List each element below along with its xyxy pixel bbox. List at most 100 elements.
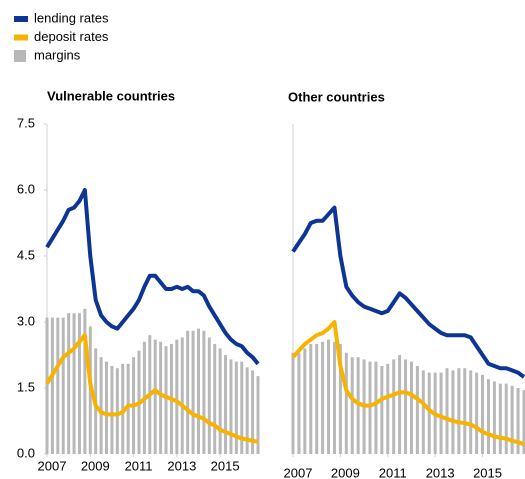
margin-bar bbox=[251, 370, 255, 454]
margin-bar bbox=[356, 357, 360, 454]
y-tick-label: 6.0 bbox=[17, 181, 35, 196]
margin-bar bbox=[398, 355, 402, 454]
margin-bar bbox=[321, 341, 325, 454]
margin-bar bbox=[309, 344, 313, 454]
margin-bar bbox=[415, 366, 419, 454]
y-tick-label: 3.0 bbox=[17, 313, 35, 328]
margin-bar bbox=[186, 330, 190, 454]
margin-bar bbox=[121, 363, 125, 454]
margin-bar bbox=[404, 359, 408, 454]
margin-bar bbox=[99, 357, 103, 454]
x-tick-label: 2011 bbox=[125, 458, 153, 473]
rate-line bbox=[291, 205, 525, 379]
margin-bar bbox=[350, 357, 354, 454]
chart-title: Vulnerable countries bbox=[47, 88, 175, 103]
margin-bar bbox=[486, 379, 490, 454]
margin-bar bbox=[291, 352, 295, 454]
margin-bar bbox=[332, 341, 336, 454]
margin-bar bbox=[463, 368, 467, 454]
margin-bar bbox=[213, 344, 217, 454]
margin-bar bbox=[164, 346, 168, 454]
margin-bar bbox=[83, 308, 87, 454]
y-tick-label: 0.0 bbox=[17, 445, 35, 460]
legend-label: lending rates bbox=[34, 10, 109, 25]
margin-bar bbox=[196, 328, 200, 454]
margin-bar bbox=[180, 337, 184, 454]
margin-bar bbox=[159, 341, 163, 454]
margin-bar bbox=[50, 317, 54, 454]
margin-bar bbox=[451, 370, 455, 454]
margin-bar bbox=[218, 348, 222, 454]
margin-bar bbox=[368, 361, 372, 454]
margin-bar bbox=[344, 352, 348, 454]
y-tick-label: 7.5 bbox=[17, 115, 35, 130]
margin-bar bbox=[105, 361, 109, 454]
x-tick-label: 2007 bbox=[38, 458, 67, 473]
margin-bar bbox=[475, 372, 479, 454]
margin-bar bbox=[327, 339, 331, 454]
legend-label: margins bbox=[34, 47, 81, 62]
margin-bar bbox=[61, 317, 65, 454]
margin-bar bbox=[234, 361, 238, 454]
x-tick-label: 2013 bbox=[426, 465, 455, 479]
margin-bar bbox=[469, 370, 473, 454]
x-tick-label: 2009 bbox=[81, 458, 110, 473]
margin-bar bbox=[421, 370, 425, 454]
margin-bar bbox=[229, 359, 233, 454]
margin-bar bbox=[498, 383, 502, 454]
margin-bar bbox=[207, 337, 211, 454]
x-tick-label: 2007 bbox=[284, 465, 313, 479]
margin-bar bbox=[224, 355, 228, 454]
margin-bar bbox=[77, 313, 81, 454]
margin-bar bbox=[202, 330, 206, 454]
margin-bar bbox=[504, 383, 508, 454]
margin-bar bbox=[386, 363, 390, 454]
margin-bar bbox=[240, 361, 244, 454]
margin-bar bbox=[409, 361, 413, 454]
margin-bar bbox=[256, 376, 260, 454]
legend-label: deposit rates bbox=[34, 29, 109, 44]
margin-bar bbox=[126, 363, 130, 454]
x-tick-label: 2013 bbox=[167, 458, 196, 473]
margin-bar bbox=[374, 361, 378, 454]
margin-bar bbox=[510, 385, 514, 454]
margin-bar bbox=[175, 339, 179, 454]
legend-swatch bbox=[14, 34, 28, 41]
legend-swatch bbox=[14, 16, 28, 22]
margin-bar bbox=[67, 313, 71, 454]
margin-bar bbox=[303, 348, 307, 454]
x-tick-label: 2011 bbox=[379, 465, 407, 479]
margin-bar bbox=[338, 344, 342, 454]
y-tick-label: 1.5 bbox=[17, 379, 35, 394]
legend-swatch bbox=[14, 50, 26, 62]
margin-bar bbox=[153, 339, 157, 454]
margin-bar bbox=[191, 330, 195, 454]
margin-bar bbox=[45, 317, 49, 454]
margin-bar bbox=[522, 390, 525, 454]
margin-bar bbox=[110, 366, 114, 454]
rate-line bbox=[45, 333, 259, 444]
margin-bar bbox=[72, 313, 76, 454]
margin-bar bbox=[380, 366, 384, 454]
chart-title: Other countries bbox=[288, 89, 385, 104]
rate-line bbox=[45, 188, 260, 366]
margin-bar bbox=[297, 352, 301, 454]
margin-bar bbox=[245, 367, 249, 454]
margin-bar bbox=[481, 374, 485, 454]
x-tick-label: 2009 bbox=[331, 465, 360, 479]
x-tick-label: 2015 bbox=[211, 458, 240, 473]
margin-bar bbox=[392, 359, 396, 454]
margin-bar bbox=[427, 372, 431, 454]
margin-bar bbox=[516, 388, 520, 454]
margin-bar bbox=[492, 381, 496, 454]
rate-line bbox=[291, 320, 525, 447]
margin-bar bbox=[439, 372, 443, 454]
y-tick-label: 4.5 bbox=[17, 247, 35, 262]
margin-bar bbox=[457, 368, 461, 454]
x-tick-label: 2015 bbox=[473, 465, 502, 479]
margin-bar bbox=[315, 344, 319, 454]
margin-bar bbox=[56, 317, 60, 454]
margin-bar bbox=[115, 368, 119, 454]
margin-bar bbox=[445, 368, 449, 454]
